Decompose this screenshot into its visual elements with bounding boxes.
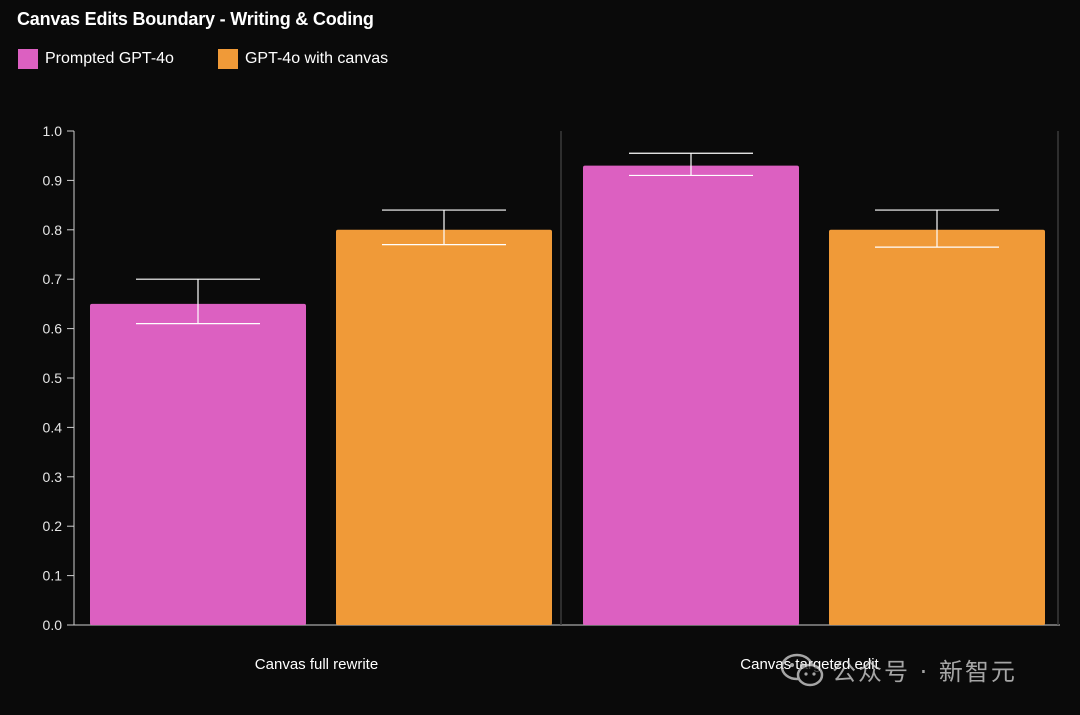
wechat-icon	[780, 653, 824, 686]
y-tick-label: 0.6	[43, 321, 63, 337]
legend-swatch-gpt4o-canvas	[217, 49, 238, 69]
legend-label-gpt4o-canvas: GPT-4o with canvas	[244, 50, 389, 67]
legend-item-gpt4o-canvas: GPT-4o with canvas	[217, 49, 389, 69]
watermark: 公众号 · 新智元	[780, 652, 1017, 687]
legend-label-prompted-gpt4o: Prompted GPT-4o	[45, 50, 174, 67]
bar	[336, 229, 552, 626]
watermark-text: 公众号 · 新智元	[832, 658, 1017, 686]
y-tick-label: 0.2	[43, 518, 63, 534]
y-tick-label: 0.4	[43, 419, 63, 435]
x-tick-label: Canvas full rewrite	[255, 656, 378, 673]
y-tick-label: 0.0	[43, 617, 63, 633]
y-tick-label: 0.9	[43, 172, 63, 188]
y-tick-label: 0.3	[43, 469, 63, 485]
bar	[583, 165, 799, 625]
y-tick-label: 1.0	[43, 123, 63, 139]
legend-item-prompted-gpt4o: Prompted GPT-4o	[18, 49, 174, 69]
bar	[90, 303, 306, 625]
chart-title: Canvas Edits Boundary - Writing & Coding	[17, 9, 374, 29]
y-tick-label: 0.8	[43, 222, 63, 238]
bar	[829, 229, 1045, 626]
y-tick-label: 0.5	[43, 370, 63, 386]
chart-legend: Prompted GPT-4o GPT-4o with canvas	[18, 49, 432, 69]
y-tick-label: 0.1	[43, 568, 63, 584]
legend-swatch-prompted-gpt4o	[18, 49, 38, 69]
y-tick-label: 0.7	[43, 271, 63, 287]
